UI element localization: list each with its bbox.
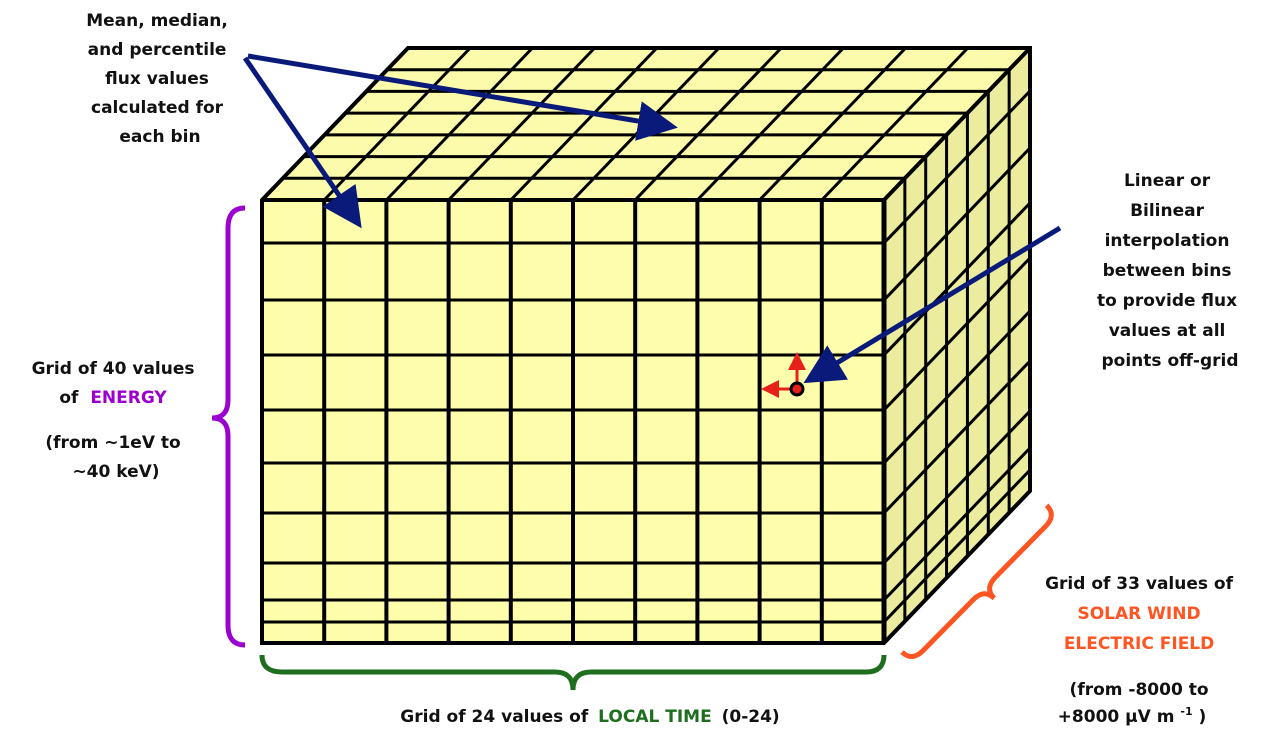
- local-time-label: Grid of 24 values of LOCAL TIME (0-24): [400, 707, 779, 727]
- note-line: Mean, median,: [86, 11, 228, 31]
- label-part: (0-24): [722, 707, 780, 727]
- note-line: interpolation: [1105, 231, 1230, 251]
- label-line: of: [59, 388, 79, 408]
- arrow: [242, 56, 362, 229]
- arrow: [803, 225, 1062, 384]
- grid-line: [820, 46, 969, 202]
- grid-line: [447, 46, 596, 202]
- superscript: -1: [1180, 705, 1192, 718]
- grid-line: [882, 46, 1032, 202]
- note-line: to provide flux: [1097, 291, 1237, 311]
- grid-line: [882, 446, 1032, 602]
- local-time-brace: [259, 654, 887, 691]
- arrow: [247, 53, 678, 141]
- energy-label: Grid of 40 values of ENERGY (from ~1eV t…: [32, 359, 201, 482]
- label-line: ~40 keV): [72, 462, 159, 482]
- local-time-highlight: LOCAL TIME: [598, 707, 712, 727]
- note-line: points off-grid: [1102, 351, 1239, 371]
- energy-brace: [211, 205, 246, 648]
- grid-line: [634, 46, 783, 202]
- note-line: flux values: [105, 69, 209, 89]
- note-line: and percentile: [88, 40, 227, 60]
- grid-line: [696, 46, 845, 202]
- grid-line: [882, 309, 1032, 465]
- note-line: calculated for: [91, 98, 224, 118]
- grid-line: [323, 46, 472, 202]
- grid-line: [882, 468, 1032, 624]
- energy-highlight: ENERGY: [90, 388, 167, 408]
- note-line: Bilinear: [1130, 201, 1205, 221]
- cube-outline: [260, 46, 1032, 645]
- label-line: +8000 μV m: [1058, 707, 1175, 727]
- grid-line: [882, 409, 1032, 565]
- note-line: each bin: [119, 127, 200, 147]
- electric-field-brace: [900, 503, 1054, 660]
- label-line: (from -8000 to: [1070, 680, 1209, 700]
- label-part: Grid of 24 values of: [400, 707, 589, 727]
- label-line: (from ~1eV to: [45, 433, 180, 453]
- electric-field-label: Grid of 33 values of SOLAR WIND ELECTRIC…: [1045, 574, 1239, 727]
- grid-line: [882, 89, 1032, 245]
- grid-line: [385, 46, 534, 202]
- note-line: Linear or: [1124, 171, 1211, 191]
- label-line: Grid of 33 values of: [1045, 574, 1234, 594]
- grid-line: [509, 46, 658, 202]
- cube: [260, 46, 1032, 645]
- note-line: values at all: [1109, 321, 1226, 341]
- grid-line: [758, 46, 907, 202]
- grid-line: [882, 256, 1032, 412]
- side-face: [884, 48, 1030, 643]
- grid-line: [882, 201, 1032, 357]
- interpolation-note: Linear or Bilinear interpolation between…: [1097, 171, 1243, 371]
- grid-line: [882, 359, 1032, 515]
- field-highlight: SOLAR WIND: [1077, 604, 1200, 624]
- field-highlight: ELECTRIC FIELD: [1064, 634, 1214, 654]
- note-line: between bins: [1103, 261, 1232, 281]
- bin-values-note: Mean, median, and percentile flux values…: [86, 11, 234, 147]
- label-line: Grid of 40 values: [32, 359, 195, 379]
- label-line: ): [1199, 707, 1207, 727]
- grid-line: [882, 146, 1032, 302]
- interp-point: [789, 381, 805, 397]
